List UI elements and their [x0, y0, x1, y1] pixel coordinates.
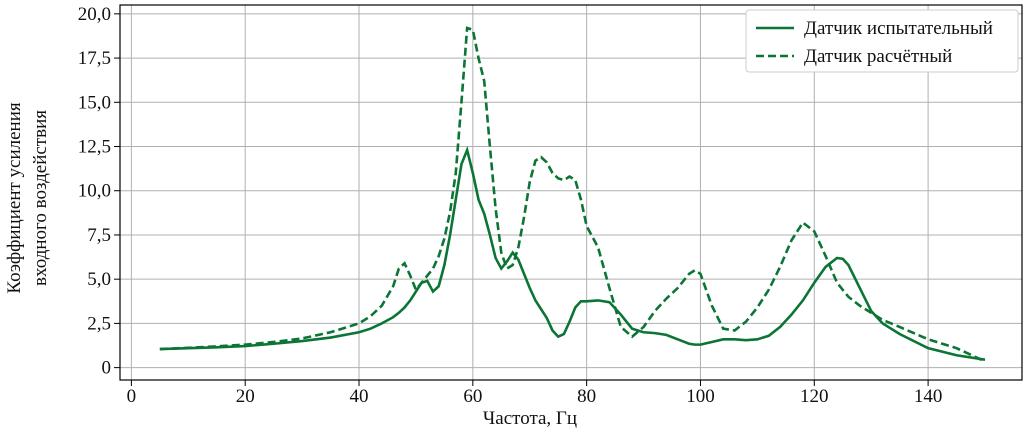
y-tick-label: 15,0	[78, 92, 111, 113]
y-tick-label: 5,0	[87, 269, 111, 290]
y-tick-label: 7,5	[87, 225, 111, 246]
x-tick-label: 100	[686, 386, 715, 407]
y-tick-label: 0	[102, 358, 112, 379]
data-line	[159, 145, 986, 361]
y-tick-label: 20,0	[78, 4, 111, 25]
y-tick-label: 2,5	[87, 313, 111, 334]
data-line	[159, 26, 986, 363]
y-tick-label: 17,5	[78, 48, 111, 69]
x-tick-label: 60	[463, 386, 482, 407]
x-tick-label: 80	[577, 386, 596, 407]
legend-label: Датчик испытательный	[804, 18, 993, 39]
y-tick-label: 10,0	[78, 181, 111, 202]
x-tick-label: 40	[350, 386, 369, 407]
x-tick-label: 20	[236, 386, 255, 407]
legend-box	[745, 9, 1019, 73]
legend-label: Датчик расчётный	[804, 46, 952, 67]
y-axis-label: входного воздействия	[30, 110, 51, 286]
y-tick-label: 12,5	[78, 137, 111, 158]
x-tick-label: 120	[800, 386, 829, 407]
y-axis-label: Коэффициент усиления	[4, 102, 25, 294]
plot-frame	[119, 4, 1023, 381]
x-axis-label: Частота, Гц	[483, 408, 577, 429]
x-tick-label: 140	[914, 386, 943, 407]
x-tick-label: 0	[127, 386, 137, 407]
